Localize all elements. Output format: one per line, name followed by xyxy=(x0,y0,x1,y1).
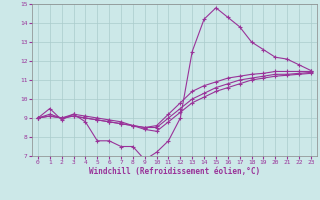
X-axis label: Windchill (Refroidissement éolien,°C): Windchill (Refroidissement éolien,°C) xyxy=(89,167,260,176)
